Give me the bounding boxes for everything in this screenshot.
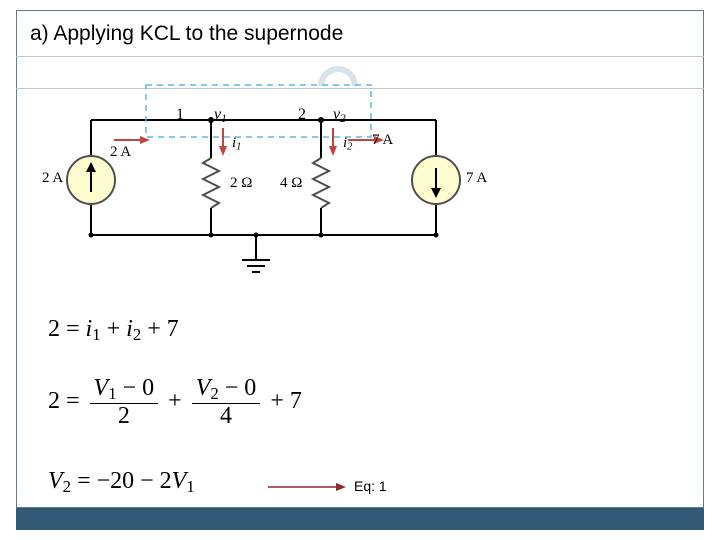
label-2a-top: 2 A	[110, 144, 131, 161]
node1-number: 1	[176, 106, 184, 124]
eq-ref-label: Eq: 1	[354, 478, 387, 494]
node2-number: 2	[298, 106, 306, 124]
label-7a-side: 7 A	[466, 170, 487, 187]
circuit-diagram	[16, 10, 704, 508]
label-r2: 4 Ω	[280, 175, 302, 192]
equation-3: V2 = −20 − 2V1	[48, 468, 195, 497]
equation-1: 2 = i1 + i2 + 7	[48, 316, 179, 345]
footer-bar	[16, 508, 704, 530]
label-i2: i2	[343, 135, 352, 153]
node1-v: v1	[214, 106, 227, 125]
node2-v: v2	[333, 106, 346, 125]
label-2a-side: 2 A	[42, 170, 63, 187]
label-i1: i1	[232, 135, 241, 153]
equation-2: 2 = V1 − 02 + V2 − 04 + 7	[48, 376, 302, 429]
label-r1: 2 Ω	[230, 175, 252, 192]
label-7a-top: 7 A	[372, 132, 393, 149]
